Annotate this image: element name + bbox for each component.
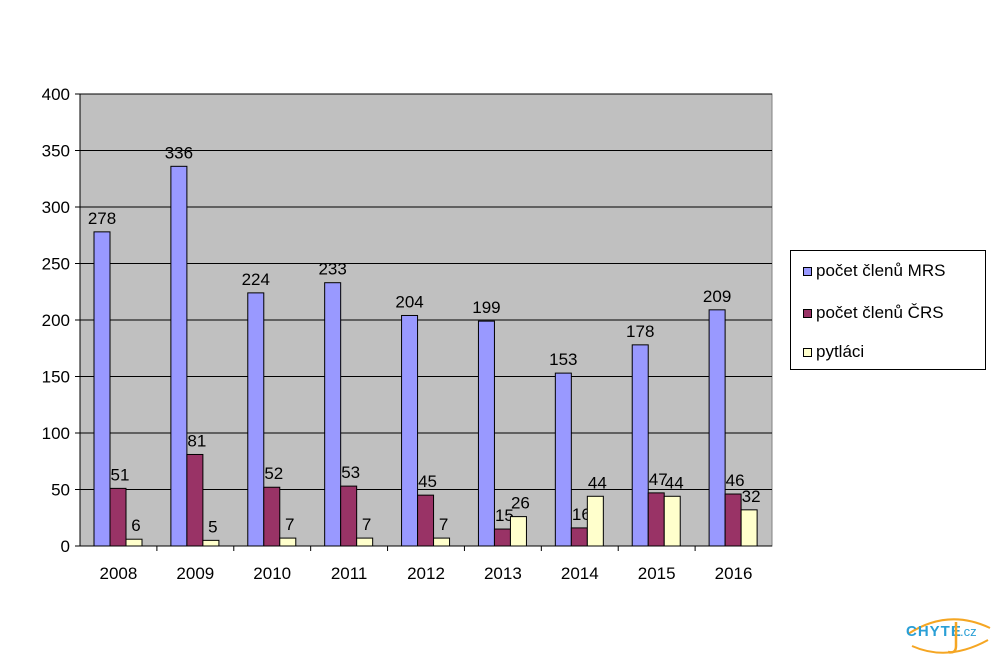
data-label: 45 xyxy=(418,472,437,491)
y-tick-label: 50 xyxy=(51,481,70,500)
x-tick-label: 2008 xyxy=(100,564,138,583)
y-tick-label: 400 xyxy=(42,85,70,104)
legend-swatch-mrs xyxy=(803,266,812,276)
data-label: 278 xyxy=(88,209,116,228)
data-label: 26 xyxy=(511,494,530,513)
bar-1 xyxy=(401,314,419,547)
x-tick-label: 2014 xyxy=(561,564,599,583)
legend-label-pytlaci: pytláci xyxy=(816,342,865,361)
data-label: 199 xyxy=(472,298,500,317)
y-tick-label: 100 xyxy=(42,424,70,443)
bar-3 xyxy=(279,537,297,547)
bar-3 xyxy=(125,538,143,547)
bar-2 xyxy=(724,493,742,547)
data-label: 81 xyxy=(187,431,206,450)
x-tick-label: 2009 xyxy=(176,564,214,583)
bar-3 xyxy=(740,509,758,547)
bar-2 xyxy=(340,485,358,547)
legend-item-mrs: počet členů MRS xyxy=(803,261,945,281)
y-tick-label: 300 xyxy=(42,198,70,217)
bar-2 xyxy=(186,453,204,547)
x-tick-label: 2013 xyxy=(484,564,522,583)
legend-swatch-pytlaci xyxy=(803,347,812,357)
bar-1 xyxy=(477,320,495,547)
bar-2 xyxy=(647,492,665,547)
bar-3 xyxy=(663,495,681,547)
legend-swatch-crs xyxy=(803,308,812,318)
x-tick-label: 2016 xyxy=(715,564,753,583)
bar-2 xyxy=(570,527,588,547)
data-label: 153 xyxy=(549,350,577,369)
svg-text:.cz: .cz xyxy=(960,624,977,639)
data-label: 47 xyxy=(649,470,668,489)
data-label: 6 xyxy=(131,516,140,535)
y-tick-label: 250 xyxy=(42,255,70,274)
bar-1 xyxy=(247,292,265,547)
data-label: 51 xyxy=(111,465,130,484)
y-tick-label: 350 xyxy=(42,142,70,161)
bar-2 xyxy=(417,494,435,547)
y-tick-label: 200 xyxy=(42,311,70,330)
data-label: 44 xyxy=(588,473,607,492)
bar-1 xyxy=(170,165,188,547)
data-label: 46 xyxy=(726,471,745,490)
data-label: 7 xyxy=(439,515,448,534)
data-label: 7 xyxy=(285,515,294,534)
x-tick-label: 2015 xyxy=(638,564,676,583)
bar-2 xyxy=(493,528,511,547)
bar-1 xyxy=(631,344,649,547)
data-label: 209 xyxy=(703,287,731,306)
data-label: 44 xyxy=(665,473,684,492)
data-label: 5 xyxy=(208,517,217,536)
svg-text:CHYTE: CHYTE xyxy=(906,623,962,640)
data-label: 336 xyxy=(165,143,193,162)
data-label: 204 xyxy=(395,292,423,311)
legend: počet členů MRS počet členů ČRS pytláci xyxy=(790,250,986,370)
bar-1 xyxy=(324,282,342,547)
y-tick-label: 0 xyxy=(61,537,70,556)
bar-1 xyxy=(554,372,572,547)
bar-3 xyxy=(433,537,451,547)
x-tick-label: 2010 xyxy=(253,564,291,583)
data-label: 15 xyxy=(495,506,514,525)
data-label: 16 xyxy=(572,505,591,524)
bar-2 xyxy=(109,487,127,547)
bar-2 xyxy=(263,486,281,547)
y-tick-label: 150 xyxy=(42,368,70,387)
data-label: 178 xyxy=(626,322,654,341)
bar-1 xyxy=(708,309,726,547)
bar-1 xyxy=(93,231,111,547)
x-tick-label: 2012 xyxy=(407,564,445,583)
legend-label-crs: počet členů ČRS xyxy=(816,303,944,322)
data-label: 7 xyxy=(362,515,371,534)
data-label: 32 xyxy=(742,487,761,506)
bar-3 xyxy=(586,495,604,547)
data-label: 233 xyxy=(318,260,346,279)
legend-item-pytlaci: pytláci xyxy=(803,342,864,362)
data-label: 52 xyxy=(264,464,283,483)
legend-label-mrs: počet členů MRS xyxy=(816,261,946,280)
chytej-logo: CHYTE .cz xyxy=(898,606,998,662)
legend-item-crs: počet členů ČRS xyxy=(803,303,944,323)
data-label: 53 xyxy=(341,463,360,482)
data-label: 224 xyxy=(242,270,270,289)
bar-3 xyxy=(202,539,220,547)
bar-3 xyxy=(509,516,527,547)
bar-3 xyxy=(356,537,374,547)
x-tick-label: 2011 xyxy=(331,564,368,583)
